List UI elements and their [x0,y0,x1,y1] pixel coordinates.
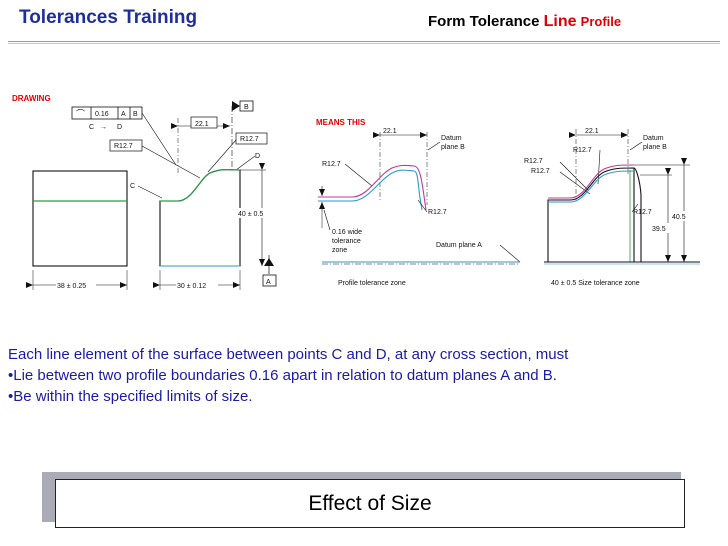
drawing-radius-left: R12.7 [114,143,133,150]
subtitle-line-word: Line [543,13,577,30]
drawing-label: DRAWING [12,94,51,103]
drawing-dim-right-width: 30 ± 0.12 [177,283,206,290]
means-caption: Profile tolerance zone [338,280,406,287]
slide-title: Tolerances Training [19,7,198,28]
drawing-point-c: C [130,183,135,190]
frame-tolerance-value: 0.16 [95,111,109,118]
means-datum-b-line1: Datum [441,135,462,142]
body-line-1: Each line element of the surface between… [8,346,569,363]
drawing-dim-height: 40 ± 0.5 [238,211,263,218]
datum-b-flag: B [244,104,249,111]
header-divider [8,41,720,42]
means-radius-lower: R12.7 [428,209,447,216]
size-caption: 40 ± 0.5 Size tolerance zone [551,280,640,287]
zone-line2: tolerance [332,238,361,245]
size-radius-4: R12.7 [633,209,652,216]
body-line-2: •Lie between two profile boundaries 0.16… [8,367,557,384]
means-this-panel: MEANS THIS 22.1 Datum plane B R12.7 R12.… [316,118,521,287]
size-radius-1: R12.7 [573,147,592,154]
technical-drawing-figure: DRAWING ⌒ 0.16 A B C → D B 22.1 R12.7 [12,94,700,290]
datum-a-flag: A [266,279,271,286]
subtitle-profile-word: Profile [580,14,622,29]
drawing-point-d: D [255,153,260,160]
size-dim-40-5: 40.5 [672,214,686,221]
frame-between-arrow-icon: → [100,124,107,131]
frame-point-c: C [89,124,94,131]
feature-control-frame: ⌒ 0.16 A B [71,106,177,166]
size-datum-b-line1: Datum [643,135,664,142]
subtitle-prefix: Form Tolerance [428,13,540,30]
means-this-label: MEANS THIS [316,118,366,127]
zone-line1: 0.16 wide [332,229,362,236]
slide-subtitle: Form Tolerance Line Profile [428,13,621,31]
size-datum-b-line2: plane B [643,144,667,151]
body-line-3: •Be within the specified limits of size. [8,388,253,405]
effect-of-size-banner: Effect of Size [55,479,685,528]
drawing-dim-left-width: 38 ± 0.25 [57,283,86,290]
frame-datum-a: A [121,111,126,118]
size-dim-39-5: 39.5 [652,226,666,233]
drawing-radius-right: R12.7 [240,136,259,143]
drawing-dim-22: 22.1 [195,121,209,128]
banner-label: Effect of Size [308,491,432,515]
means-datum-plane-a: Datum plane A [436,242,482,249]
size-dim-22: 22.1 [585,128,599,135]
means-dim-22: 22.1 [383,128,397,135]
line-profile-symbol-icon: ⌒ [76,109,85,119]
size-radius-2: R12.7 [524,158,543,165]
drawing-panel: DRAWING ⌒ 0.16 A B C → D B 22.1 R12.7 [12,94,277,290]
size-radius-3: R12.7 [531,168,550,175]
size-zone-panel: 22.1 Datum plane B R12.7 R12.7 R12.7 R12… [524,128,700,287]
header-divider-shadow [8,43,720,44]
frame-datum-b: B [133,111,138,118]
means-radius-upper: R12.7 [322,161,341,168]
zone-line3: zone [332,247,347,254]
frame-point-d: D [117,124,122,131]
means-datum-b-line2: plane B [441,144,465,151]
